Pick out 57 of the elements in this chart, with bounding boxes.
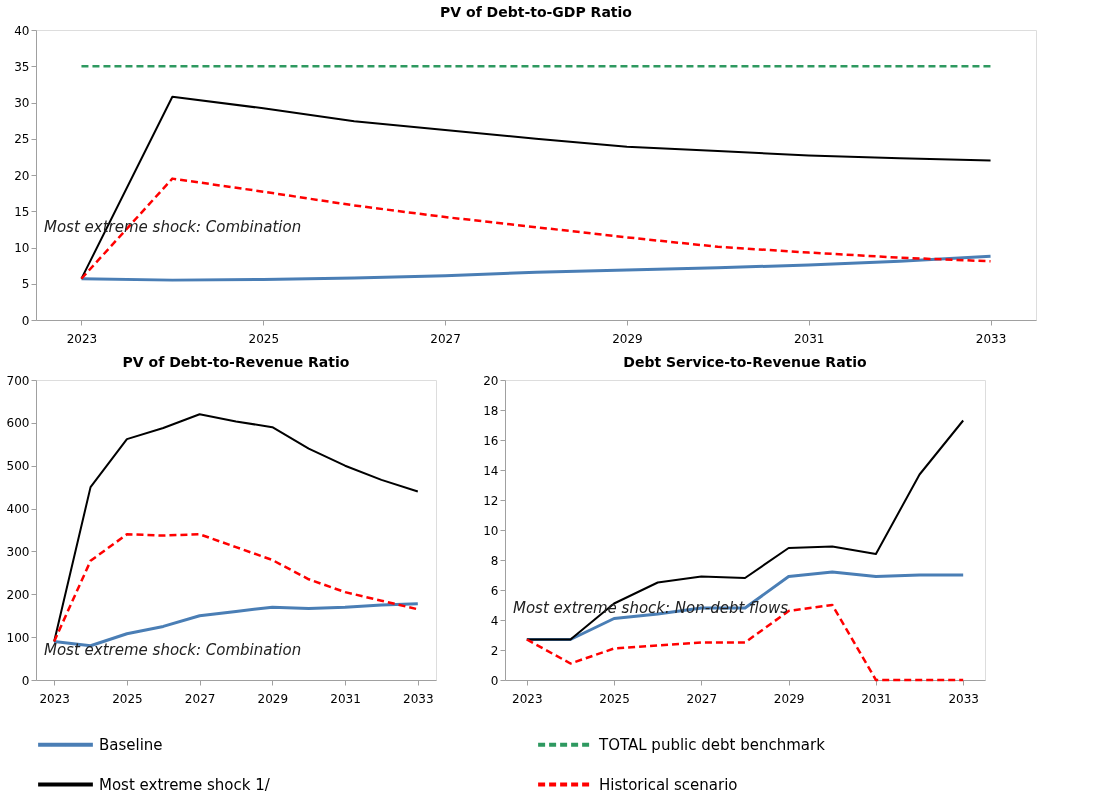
chart-title: PV of Debt-to-GDP Ratio (440, 4, 633, 20)
y-tick-label: 700 (6, 373, 30, 388)
y-tick-label: 6 (490, 583, 499, 598)
x-tick-label: 2029 (257, 691, 289, 706)
y-tick-label: 10 (14, 241, 30, 255)
legend-label: Baseline (99, 735, 163, 754)
y-tick-label: 40 (14, 23, 30, 38)
y-tick-label: 200 (6, 587, 30, 602)
chart-title: PV of Debt-to-Revenue Ratio (122, 354, 350, 370)
x-tick-label: 2029 (773, 691, 805, 706)
x-tick-label: 2031 (861, 691, 892, 706)
line-series (79, 254, 993, 282)
y-tick-label: 0 (21, 313, 30, 328)
x-tick-label: 2023 (39, 691, 70, 706)
y-tick-label: 0 (490, 673, 499, 688)
x-tick-label: 2033 (948, 691, 979, 706)
y-tick-label: 300 (6, 544, 30, 559)
y-tick-label: 100 (6, 630, 30, 645)
y-tick-label: 16 (483, 433, 499, 448)
x-tick-label: 2033 (403, 691, 434, 706)
y-tick-label: 15 (14, 204, 30, 219)
x-tick-label: 2025 (599, 691, 630, 706)
y-tick-label: 5 (21, 277, 30, 292)
line-series (80, 177, 992, 280)
chart-title: Debt Service-to-Revenue Ratio (623, 354, 868, 370)
y-tick-label: 400 (6, 502, 30, 517)
y-tick-label: 8 (490, 553, 499, 568)
y-tick-label: 10 (483, 523, 499, 538)
y-tick-label: 0 (21, 673, 30, 688)
x-tick-label: 2029 (612, 331, 643, 346)
x-tick-label: 2025 (248, 331, 280, 346)
y-tick-label: 18 (483, 403, 499, 418)
y-tick-label: 500 (6, 459, 30, 474)
legend-label: Historical scenario (599, 775, 738, 794)
legend-label: TOTAL public debt benchmark (598, 735, 826, 754)
y-tick-label: 600 (6, 416, 30, 431)
x-tick-label: 2031 (793, 331, 825, 346)
y-tick-label: 4 (490, 613, 499, 628)
line-series (80, 95, 992, 280)
annotation: Most extreme shock: Combination (44, 641, 302, 659)
y-tick-label: 14 (483, 463, 499, 478)
y-tick-label: 35 (14, 59, 30, 74)
legend-label: Most extreme shock 1/ (99, 775, 271, 794)
y-tick-label: 20 (14, 168, 30, 183)
y-tick-label: 2 (490, 643, 499, 658)
x-tick-label: 2033 (975, 331, 1007, 346)
x-tick-label: 2025 (112, 691, 143, 706)
y-tick-label: 12 (483, 493, 499, 508)
y-tick-label: 25 (14, 132, 30, 147)
x-tick-label: 2023 (512, 691, 543, 706)
x-tick-label: 2031 (330, 691, 361, 706)
x-tick-label: 2027 (430, 331, 461, 346)
x-tick-label: 2023 (66, 331, 98, 346)
x-tick-label: 2027 (184, 691, 216, 706)
y-tick-label: 20 (483, 373, 499, 388)
x-tick-label: 2027 (686, 691, 718, 706)
y-tick-label: 30 (14, 96, 30, 110)
